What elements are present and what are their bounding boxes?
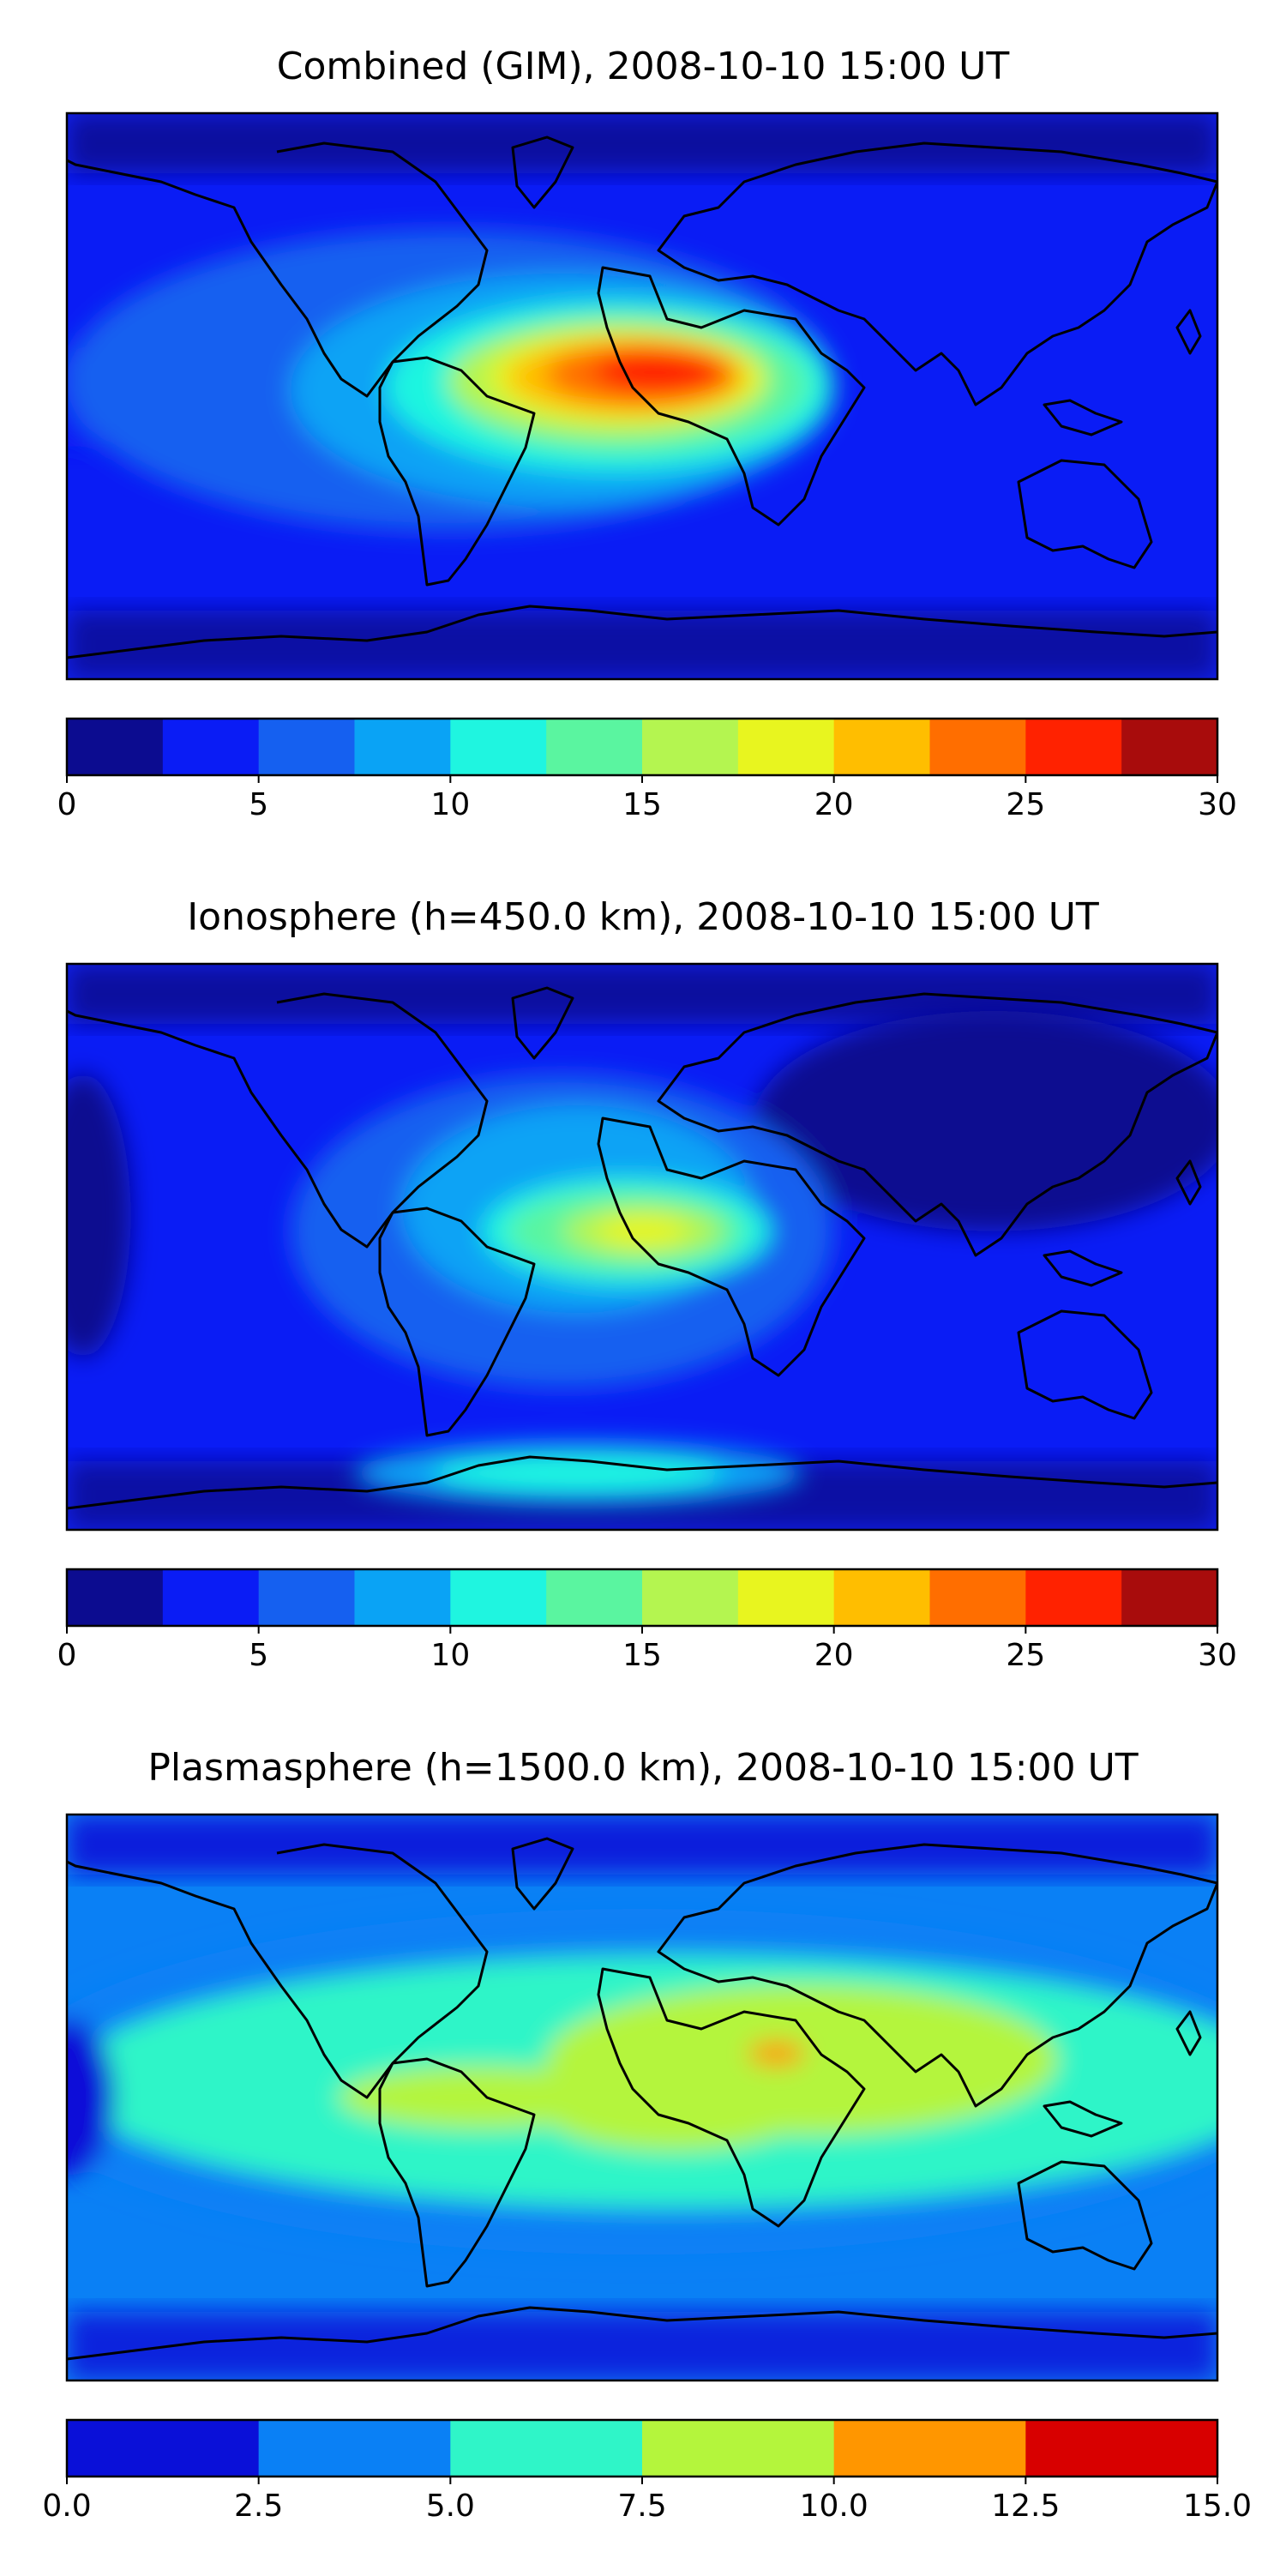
colorbar-tick-label: 0 [57, 1638, 77, 1673]
colorbar-tick-label: 20 [814, 787, 854, 822]
map-area [67, 1815, 1217, 2380]
colorbar-tick-label: 30 [1198, 1638, 1237, 1673]
colorbar-tick-label: 15 [622, 787, 662, 822]
contour-regions [67, 229, 834, 532]
panel-1: Ionosphere (h=450.0 km), 2008-10-10 15:0… [57, 895, 1237, 1673]
colorbar-segment [450, 2420, 643, 2477]
contour-region [67, 1074, 131, 1357]
contour-band-south [67, 611, 1217, 679]
colorbar-tick-label: 10.0 [800, 2489, 868, 2524]
colorbar-segment [546, 1569, 643, 1626]
contour-region [748, 2041, 806, 2067]
colorbar-segment [258, 2420, 451, 2477]
colorbar-segment [1025, 1569, 1122, 1626]
colorbar-tick-label: 10 [430, 1638, 470, 1673]
colorbar-tick-label: 12.5 [991, 2489, 1060, 2524]
panel-0: Combined (GIM), 2008-10-10 15:00 UT 0 5 10 1… [57, 45, 1237, 822]
colorbar-segment [354, 1569, 451, 1626]
colorbar-tick-label: 5 [249, 1638, 268, 1673]
contour-region [434, 1454, 723, 1492]
colorbar-tick-label: 7.5 [617, 2489, 666, 2524]
colorbar-segment [450, 719, 547, 775]
colorbar-segment [450, 1569, 547, 1626]
map-frame [65, 1813, 1219, 2382]
colorbar-tick-label: 10 [430, 787, 470, 822]
contour-region [594, 349, 723, 394]
colorbar-tick-label: 2.5 [234, 2489, 283, 2524]
colorbar-tick-label: 30 [1198, 787, 1237, 822]
colorbar-tick-label: 0 [57, 787, 77, 822]
colorbar-segment [929, 719, 1026, 775]
contour-band-north [67, 113, 1217, 173]
colorbar-segment [1121, 719, 1218, 775]
colorbar-segment [642, 1569, 739, 1626]
colorbar-tick-label: 20 [814, 1638, 854, 1673]
colorbar-segment [67, 719, 164, 775]
colorbar-segment [162, 1569, 260, 1626]
colorbar-tick-label: 15.0 [1183, 2489, 1252, 2524]
contour-band-south [67, 2312, 1217, 2380]
colorbar-segment [67, 2420, 260, 2477]
contour-band-north [67, 1815, 1217, 1875]
colorbar-segment [1121, 1569, 1218, 1626]
colorbar-tick-label: 15 [622, 1638, 662, 1673]
colorbar-tick-label: 5 [249, 787, 268, 822]
colorbar-tick-label: 0.0 [42, 2489, 91, 2524]
panel-title: Plasmasphere (h=1500.0 km), 2008-10-10 1… [147, 1746, 1138, 1790]
map-area [67, 964, 1217, 1530]
contour-region [67, 2019, 115, 2176]
colorbar-segment [642, 2420, 835, 2477]
colorbar-segment [833, 1569, 930, 1626]
colorbar-segment [1025, 719, 1122, 775]
colorbar-segment [258, 1569, 355, 1626]
colorbar-segment [1025, 2420, 1218, 2477]
colorbar-segment [354, 719, 451, 775]
contour-region [597, 1215, 688, 1247]
colorbar-segment [737, 719, 835, 775]
contour-regions [67, 1909, 1217, 2255]
colorbar-tick-label: 5.0 [426, 2489, 475, 2524]
colorbar-tick-label: 25 [1006, 787, 1045, 822]
colorbar-tick-label: 25 [1006, 1638, 1045, 1673]
colorbar-segment [162, 719, 260, 775]
map-area [67, 113, 1217, 679]
map-frame [65, 111, 1219, 681]
colorbar-segment [642, 719, 739, 775]
colorbar-segment [833, 2420, 1026, 2477]
panel-title: Combined (GIM), 2008-10-10 15:00 UT [277, 45, 1010, 88]
panel-title: Ionosphere (h=450.0 km), 2008-10-10 15:0… [187, 895, 1099, 939]
colorbar-segment [833, 719, 930, 775]
colorbar-segment [929, 1569, 1026, 1626]
map-frame [65, 962, 1219, 1532]
colorbar-segment [546, 719, 643, 775]
colorbar-segment [67, 1569, 164, 1626]
colorbar-segment [737, 1569, 835, 1626]
panel-2: Plasmasphere (h=1500.0 km), 2008-10-10 1… [42, 1746, 1252, 2524]
colorbar-segment [258, 719, 355, 775]
contour-region [546, 2075, 802, 2152]
